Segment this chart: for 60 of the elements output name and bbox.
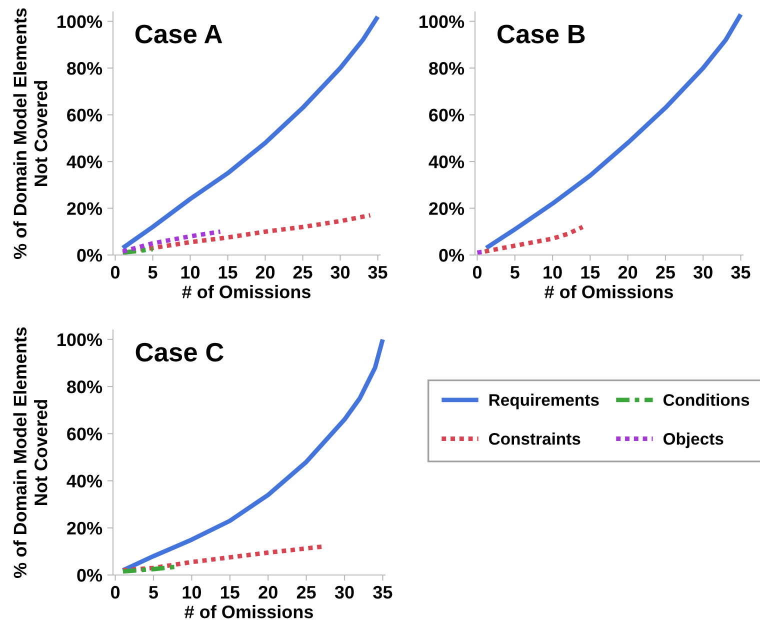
y-tick-label: 40% [66, 155, 102, 168]
x-tick-label: 30 [330, 266, 350, 279]
x-axis-title: # of Omissions [184, 605, 313, 618]
x-tick-label: 35 [731, 266, 750, 279]
line-series [120, 544, 324, 573]
legend-label: Conditions [663, 394, 750, 406]
x-tick-label: 10 [544, 266, 562, 279]
y-tick-label: 40% [428, 155, 464, 168]
x-tick-label: 25 [656, 266, 675, 279]
y-tick-label: 80% [67, 62, 102, 75]
y-tick-label: 60% [67, 428, 102, 440]
x-tick-label: 0 [110, 266, 120, 279]
x-tick-label: 10 [181, 266, 200, 279]
x-tick-label: 10 [182, 586, 201, 599]
x-tick-label: 20 [256, 266, 275, 279]
x-tick-label: 35 [368, 266, 388, 279]
y-tick-label: 100% [58, 15, 102, 28]
line-series [482, 224, 585, 254]
chart-title: Case C [136, 342, 224, 362]
y-tick-label: 20% [429, 202, 464, 215]
y-tick-label: 20% [67, 522, 102, 535]
x-tick-label: 5 [149, 586, 158, 599]
y-tick-label: 40% [66, 474, 102, 488]
legend-label: Objects [663, 432, 724, 448]
x-axis-title: # of Omissions [544, 285, 673, 298]
x-tick-label: 25 [293, 266, 312, 279]
x-tick-label: 20 [258, 586, 278, 599]
x-tick-label: 30 [693, 266, 712, 279]
line-series [484, 12, 743, 250]
legend-label: Requirements [489, 394, 599, 410]
line-series [120, 14, 380, 250]
x-tick-label: 15 [218, 266, 238, 279]
y-tick-label: 100% [420, 15, 464, 28]
y-tick-label: 80% [67, 380, 102, 394]
x-tick-label: 30 [334, 586, 354, 599]
y-tick-label: 20% [67, 202, 102, 215]
chart-title: Case A [135, 24, 222, 44]
line-series [120, 337, 385, 573]
x-tick-label: 0 [110, 586, 120, 599]
y-tick-label: 0% [77, 248, 102, 262]
x-tick-label: 25 [296, 586, 316, 599]
x-tick-label: 0 [472, 266, 482, 279]
chart-title: Case B [498, 24, 585, 44]
y-tick-label: 100% [58, 333, 102, 346]
x-tick-label: 20 [618, 266, 638, 279]
legend-label: Constraints [489, 432, 580, 445]
y-tick-label: 60% [67, 108, 102, 122]
x-tick-label: 5 [148, 266, 158, 279]
line-series [120, 229, 222, 254]
x-tick-label: 15 [581, 266, 600, 279]
y-tick-label: 60% [429, 108, 464, 122]
x-tick-label: 5 [510, 266, 520, 279]
y-tick-label: 0% [439, 248, 464, 262]
y-axis-title: % of Domain Model Elements Not Covered [13, 327, 48, 578]
y-axis-title: % of Domain Model Elements Not Covered [13, 8, 48, 259]
x-tick-label: 35 [373, 586, 392, 599]
x-tick-label: 15 [220, 586, 240, 599]
y-tick-label: 0% [77, 568, 102, 582]
y-tick-label: 80% [429, 62, 464, 75]
x-axis-title: # of Omissions [182, 285, 310, 298]
